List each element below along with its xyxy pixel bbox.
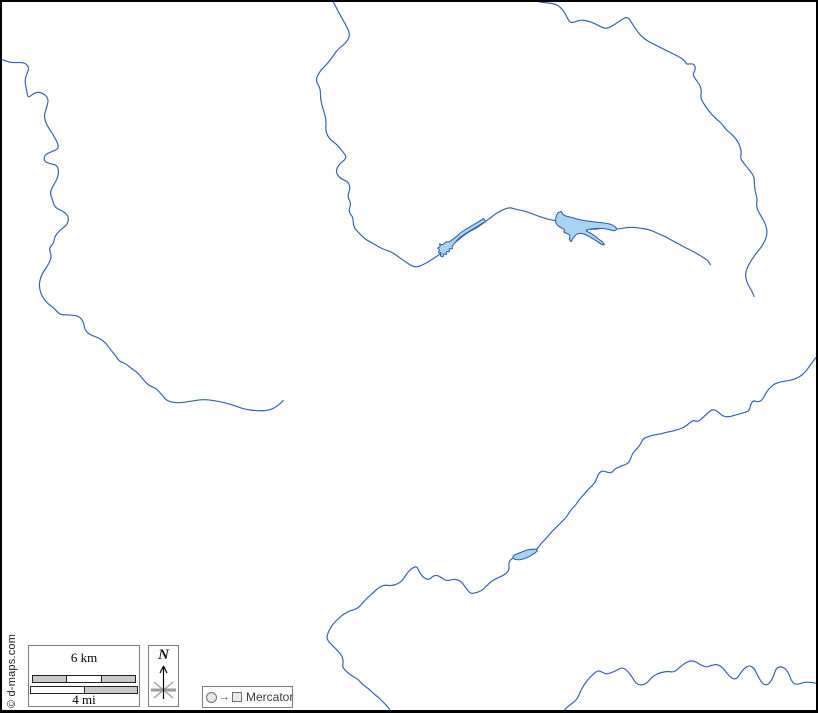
scale-bar-segment — [67, 676, 102, 682]
scale-bar-segment — [33, 676, 68, 682]
projection-label: Mercator — [246, 690, 294, 704]
lake-small-south — [512, 548, 538, 561]
lake-branched-east — [555, 211, 617, 246]
scale-mi-bar — [30, 686, 138, 694]
scale-bar-segment — [101, 676, 135, 682]
scale-km-label: 6 km — [70, 650, 98, 665]
projection-square-icon — [232, 692, 242, 702]
scale-mi-label: 4 mi — [72, 692, 96, 707]
lake-narrow-west — [437, 217, 487, 258]
scale-km-bar — [32, 675, 136, 683]
river-southeast-corner — [563, 660, 816, 710]
copyright-text: © d-maps.com — [6, 633, 18, 708]
north-label: N — [158, 647, 169, 663]
projection-circle-icon — [206, 691, 217, 703]
north-arrow-icon — [151, 665, 176, 699]
projection-box: → Mercator — [202, 686, 293, 708]
river-west — [2, 59, 285, 412]
scale-bar-segment — [31, 687, 85, 693]
river-north-central — [315, 2, 712, 268]
scale-bar-box: 6 km 4 mi — [28, 645, 140, 707]
projection-arrow-icon: → — [219, 690, 230, 703]
river-southeast-main — [326, 357, 816, 710]
scale-bar-segment — [84, 687, 137, 693]
north-indicator-box: N — [148, 645, 179, 707]
river-northeast — [539, 2, 768, 298]
